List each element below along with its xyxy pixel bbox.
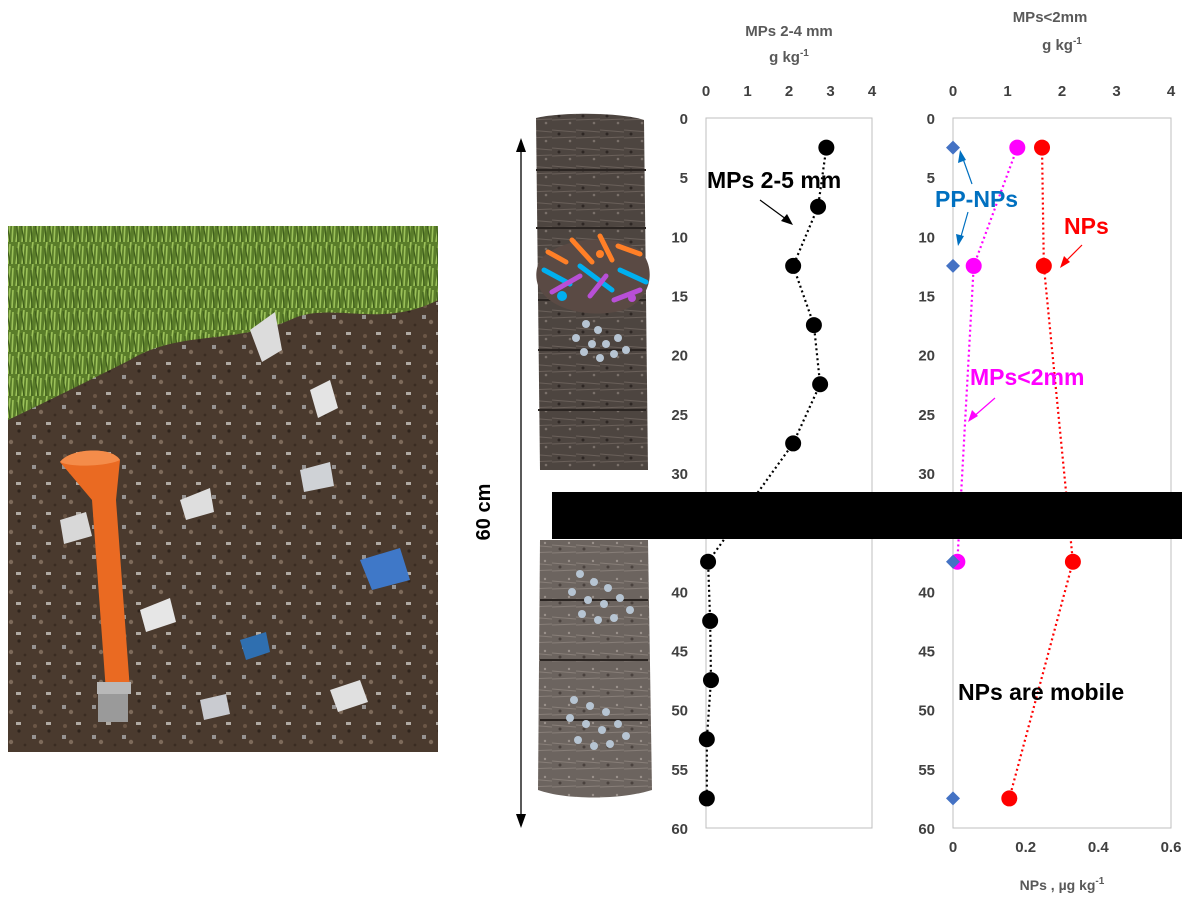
chart1-x-tick-1: 1 <box>743 83 751 100</box>
nps-point-3 <box>1001 790 1018 807</box>
chart2-y-tick-20: 20 <box>918 348 935 365</box>
nps-point-1 <box>1035 257 1052 274</box>
chart1-x-tick-3: 3 <box>826 83 834 100</box>
annotations: MPs 2-5 mm PP-NPs NPs MPs<2mm NPs are mo… <box>707 150 1124 705</box>
chart2-y-tick-30: 30 <box>918 466 935 483</box>
chart1-y-tick-30: 30 <box>671 466 688 483</box>
chart2-y-tick-60: 60 <box>918 821 935 838</box>
chart2-y-tick-15: 15 <box>918 289 935 306</box>
chart1-x-tick-2: 2 <box>785 83 793 100</box>
chart2-top-x-tick-3: 3 <box>1112 83 1120 100</box>
chart1-series <box>698 139 835 807</box>
chart2-bottom-x-tick-0: 0 <box>949 839 957 856</box>
chart2-y-tick-25: 25 <box>918 407 935 424</box>
chart2-top-title: MPs<2mm <box>1013 9 1088 26</box>
pp-nps-point-1 <box>946 258 960 273</box>
mps-2-5mm-point-2 <box>785 257 802 274</box>
chart2-top-x-tick-1: 1 <box>1003 83 1011 100</box>
chart1-y-tick-15: 15 <box>671 289 688 306</box>
chart2-bottom-x-tick-0.4: 0.4 <box>1088 839 1110 856</box>
chart2-bottom-label: NPs , µg kg-1 <box>1020 876 1105 893</box>
core-length-label: 60 cm <box>473 484 495 541</box>
plot-area-2 <box>952 117 1172 829</box>
soil-core-photo <box>536 113 652 798</box>
microplastics-cluster <box>536 233 650 314</box>
chart1-y-tick-45: 45 <box>671 644 688 661</box>
chart1-y-tick-20: 20 <box>671 348 688 365</box>
chart2-y-tick-50: 50 <box>918 703 935 720</box>
chart1-unit: g kg-1 <box>769 48 809 66</box>
chart2-top-x-tick-2: 2 <box>1058 83 1066 100</box>
mps-2-5mm-point-9 <box>698 731 715 748</box>
chart2-y-tick-0: 0 <box>927 111 935 128</box>
core-length-dimension <box>516 138 526 828</box>
chart1-y-tick-40: 40 <box>671 584 688 601</box>
chart1-y-tick-25: 25 <box>671 407 688 424</box>
mps-2-5mm-point-5 <box>785 435 802 452</box>
mps-2-5mm-point-4 <box>812 376 829 393</box>
plot-area-1 <box>705 117 873 829</box>
mps-2-5mm-point-0 <box>818 139 835 156</box>
chart2-bottom-x-tick-0.6: 0.6 <box>1161 839 1182 856</box>
chart2-top-unit: g kg-1 <box>1042 36 1082 54</box>
chart1-title: MPs 2-4 mm <box>745 23 833 40</box>
nps-point-0 <box>1034 139 1051 156</box>
annotation-mps-lt2mm: MPs<2mm <box>970 364 1084 390</box>
redaction-bar <box>552 492 1182 539</box>
annotation-mps-2-5mm: MPs 2-5 mm <box>707 167 841 193</box>
chart2-y-tick-40: 40 <box>918 584 935 601</box>
field-photo <box>8 226 438 752</box>
chart2-y-ticks: 051015202530354045505560 <box>918 111 935 838</box>
chart2-y-tick-5: 5 <box>927 170 935 187</box>
chart1-x-tick-4: 4 <box>868 83 877 100</box>
mps-2-5mm-point-6 <box>700 553 717 570</box>
chart2-y-tick-55: 55 <box>918 762 935 779</box>
annotation-nps: NPs <box>1064 213 1109 239</box>
chart2-bottom-x-tick-0.2: 0.2 <box>1015 839 1036 856</box>
mps-2mm-point-1 <box>965 257 982 274</box>
chart1-y-tick-60: 60 <box>671 821 688 838</box>
mps-2-5mm-point-3 <box>805 317 822 334</box>
chart1-y-tick-55: 55 <box>671 762 688 779</box>
nps-point-2 <box>1064 553 1081 570</box>
chart1-y-ticks: 051015202530354045505560 <box>671 111 688 838</box>
annotation-pp-nps: PP-NPs <box>935 186 1018 212</box>
pp-nps-point-0 <box>946 140 960 155</box>
mps-2-5mm-point-8 <box>702 672 719 689</box>
mps-2-5mm-point-1 <box>810 198 827 215</box>
chart1-x-ticks: 0 1 2 3 4 <box>702 83 877 100</box>
pebble-groups <box>566 320 634 750</box>
mps-2mm-point-0 <box>1009 139 1026 156</box>
chart2-top-x-tick-4: 4 <box>1167 83 1176 100</box>
chart2-y-tick-45: 45 <box>918 644 935 661</box>
orange-knife-icon <box>60 450 131 722</box>
chart2-top-x-tick-0: 0 <box>949 83 957 100</box>
nps-line <box>1008 147 1075 799</box>
chart1-x-tick-0: 0 <box>702 83 710 100</box>
annotation-nps-mobile: NPs are mobile <box>958 679 1124 705</box>
chart2-top-x-ticks: 0 1 2 3 4 <box>949 83 1176 100</box>
chart1-y-tick-5: 5 <box>680 170 688 187</box>
chart1-y-tick-0: 0 <box>680 111 688 128</box>
mps-2-5mm-point-7 <box>702 612 719 629</box>
chart1-y-tick-50: 50 <box>671 703 688 720</box>
chart2-series <box>946 139 1081 807</box>
pp-nps-point-3 <box>946 791 960 806</box>
pp-nps-point-2 <box>946 554 960 569</box>
chart1-y-tick-10: 10 <box>671 229 688 246</box>
mps-2-5mm-point-10 <box>698 790 715 807</box>
chart2-bottom-x-ticks: 0 0.2 0.4 0.6 <box>949 839 1182 856</box>
chart2-y-tick-10: 10 <box>918 229 935 246</box>
